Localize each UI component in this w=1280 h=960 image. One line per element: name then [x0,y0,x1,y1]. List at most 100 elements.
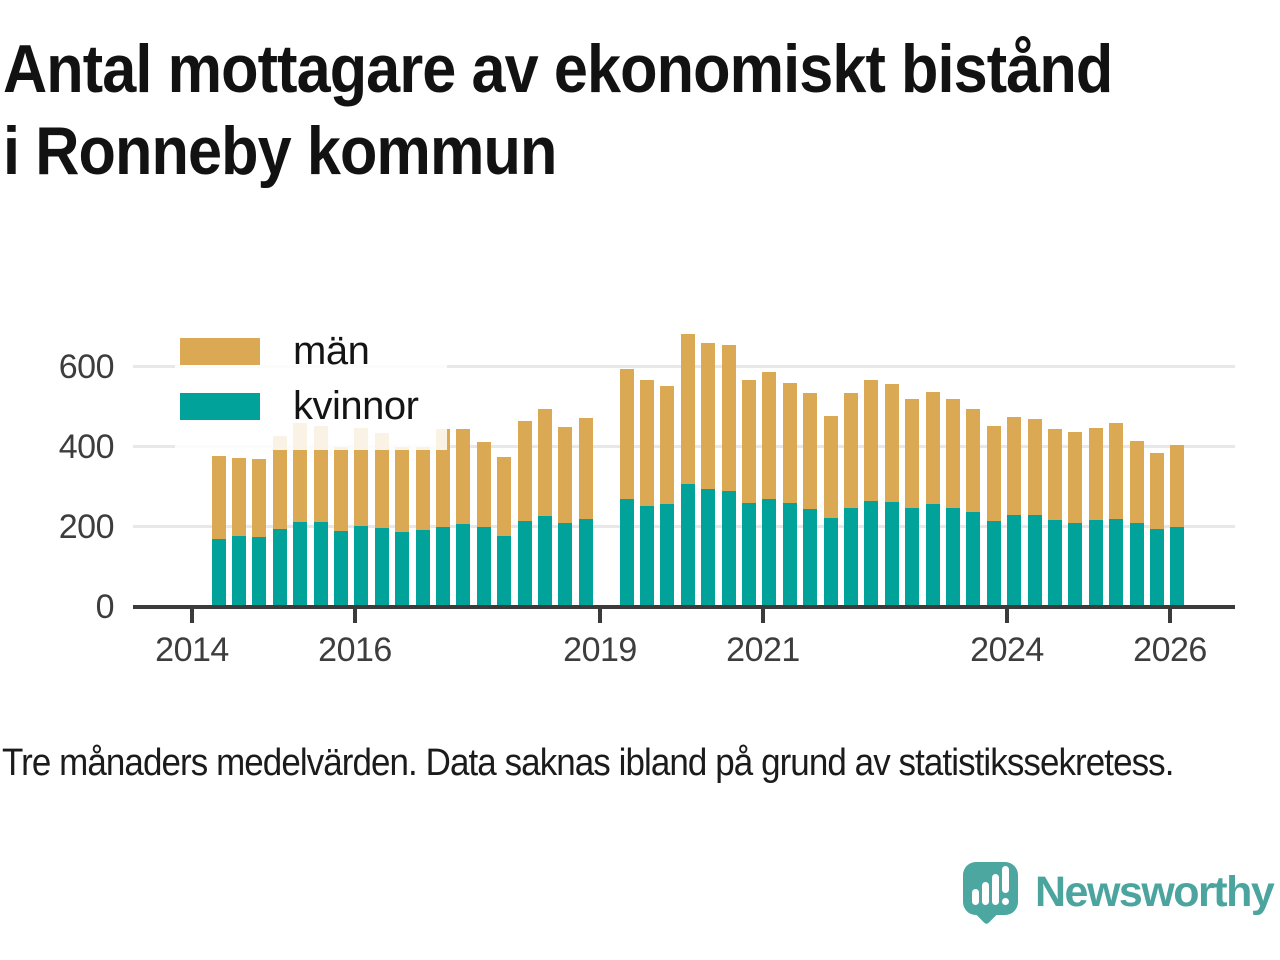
bar-man [885,384,899,502]
bar-man [518,421,532,521]
y-tick-label-200: 200 [58,508,115,546]
bar-kvinnor [354,526,368,607]
bar-man [905,399,919,508]
bar-man [701,343,715,489]
bar-kvinnor [293,522,307,607]
legend-swatch-man [180,338,260,365]
bar-kvinnor [701,489,715,607]
bar-man [844,393,858,508]
bar-kvinnor [579,519,593,607]
bar-man [252,459,266,537]
bar-man [212,456,226,539]
bar-kvinnor [1150,529,1164,607]
legend: män kvinnor [175,331,447,450]
bar-kvinnor [864,501,878,607]
bar-man [436,429,450,527]
bar-man [681,334,695,484]
bar-kvinnor [436,527,450,607]
bar-man [456,429,470,524]
bar-kvinnor [987,521,1001,607]
bar-kvinnor [946,508,960,607]
bar-man [1109,423,1123,519]
bar-man [803,393,817,509]
bar-man [273,436,287,529]
bar-kvinnor [416,530,430,607]
bar-kvinnor [783,503,797,607]
bar-kvinnor [620,499,634,607]
bar-kvinnor [1048,520,1062,607]
logo-bubble-icon [963,862,1018,915]
x-tick-label-2026: 2026 [1133,631,1207,669]
bar-kvinnor [538,516,552,607]
x-tick-2016 [353,609,357,623]
bar-man [314,426,328,522]
bar-kvinnor [660,504,674,607]
logo-bar-chart-icon [992,874,999,905]
legend-label-man: män [293,329,370,373]
logo-exclamation-icon [1002,866,1009,893]
x-tick-2021 [761,609,765,623]
x-tick-label-2019: 2019 [563,631,637,669]
bar-kvinnor [1068,523,1082,607]
legend-swatch-kvinnor [180,393,260,420]
bar-kvinnor [681,484,695,607]
bar-man [354,428,368,526]
bar-kvinnor [722,491,736,607]
bar-man [660,386,674,504]
bar-man [334,447,348,531]
bar-kvinnor [375,528,389,607]
bar-man [416,447,430,530]
bar-kvinnor [1007,515,1021,607]
bar-man [1089,428,1103,520]
bar-kvinnor [395,532,409,607]
bar-man [946,399,960,508]
y-tick-label-0: 0 [95,588,115,626]
logo-exclamation-dot-icon [1002,898,1009,905]
bar-kvinnor [926,504,940,607]
bar-kvinnor [803,509,817,607]
x-tick-label-2021: 2021 [726,631,800,669]
bar-kvinnor [232,536,246,607]
x-tick-label-2024: 2024 [970,631,1044,669]
y-tick-label-600: 600 [58,348,115,386]
bar-kvinnor [558,523,572,607]
x-tick-2014 [190,609,194,623]
bar-kvinnor [1089,520,1103,607]
bar-man [1170,445,1184,527]
bar-kvinnor [1109,519,1123,607]
bar-man [497,457,511,536]
legend-item-man: män [180,329,447,373]
chart-title-line2: i Ronneby kommun [3,113,557,189]
footnote: Tre månaders medelvärden. Data saknas ib… [2,742,1174,784]
bar-man [232,458,246,536]
newsworthy-logo: Newsworthy [963,860,1280,940]
bar-kvinnor [905,508,919,607]
bar-man [375,433,389,528]
legend-item-kvinnor: kvinnor [180,386,447,426]
bar-kvinnor [1170,527,1184,607]
bar-man [1068,432,1082,523]
chart-title: Antal mottagare av ekonomiskt bistånd i … [3,28,1263,192]
bar-man [987,426,1001,521]
x-tick-label-2014: 2014 [155,631,229,669]
bar-man [1150,453,1164,529]
bar-man [640,380,654,506]
bar-man [926,392,940,504]
x-tick-2024 [1005,609,1009,623]
bar-kvinnor [1028,515,1042,607]
bar-kvinnor [212,539,226,607]
chart-title-line1: Antal mottagare av ekonomiskt bistånd [3,31,1113,107]
bar-man [864,380,878,501]
bar-man [966,409,980,512]
bar-man [762,372,776,499]
bar-man [1130,441,1144,523]
bar-kvinnor [742,503,756,607]
logo-bar-chart-icon [982,882,989,905]
bar-kvinnor [844,508,858,607]
y-tick-label-400: 400 [58,428,115,466]
bar-man [742,380,756,503]
bar-man [1028,419,1042,515]
bar-kvinnor [885,502,899,607]
bar-kvinnor [824,518,838,607]
x-tick-label-2016: 2016 [318,631,392,669]
